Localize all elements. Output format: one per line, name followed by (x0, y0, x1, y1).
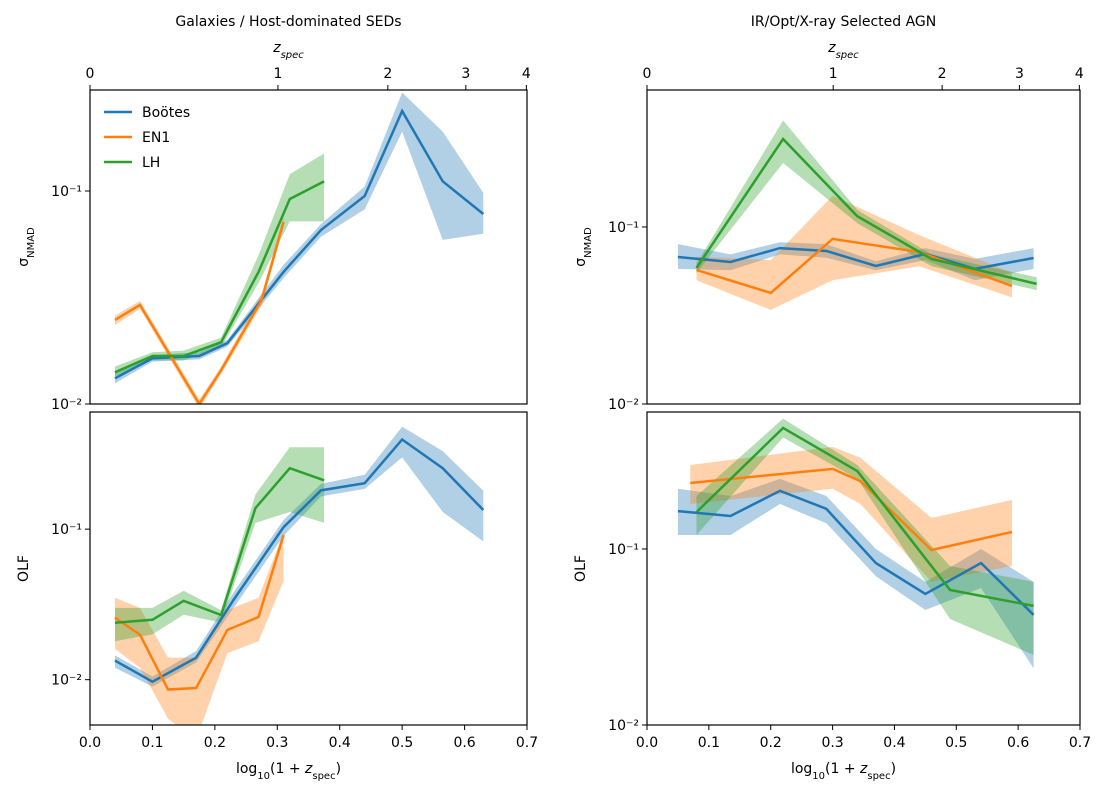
error-band (696, 120, 1037, 291)
axis-label-part: OLF (16, 555, 32, 582)
x-tick-label: 0.5 (945, 735, 967, 751)
axis-label-part: ) (336, 761, 341, 777)
axis-label: OLF (16, 555, 32, 582)
series-line (114, 180, 325, 374)
x-tick-label: 0.4 (329, 735, 351, 751)
y-tick-label: 10⁻¹ (51, 184, 82, 200)
axis-label-part: (1 + (825, 761, 860, 777)
y-tick-label: 10⁻² (51, 673, 82, 689)
y-tick-label: 10⁻² (608, 718, 639, 734)
plot-area (114, 426, 485, 725)
y-tick-label: 10⁻¹ (51, 522, 82, 538)
axis-label-part: spec (281, 50, 305, 61)
x-tick-label: 0.6 (1007, 735, 1029, 751)
axis-label: zspec (827, 40, 859, 61)
axis-label-part: σ (573, 258, 589, 267)
x-tick-label: 0.3 (821, 735, 843, 751)
axes-frame (646, 411, 1081, 726)
series-line (695, 137, 1037, 286)
axis-label-part: z (827, 40, 836, 56)
y-tick-label: 10⁻² (51, 397, 82, 413)
axes-frame (89, 411, 528, 726)
axis-label: zspec (272, 40, 304, 61)
top-tick-label: 2 (383, 66, 392, 82)
x-tick-label: 0.1 (141, 735, 163, 751)
y-tick-label: 10⁻² (608, 397, 639, 413)
top-tick-label: 4 (1075, 66, 1084, 82)
series-line (114, 437, 485, 684)
axes-frame (89, 89, 528, 405)
axis-label: log10(1 + zspec) (791, 761, 896, 781)
legend-label: LH (142, 155, 160, 171)
plot-area (114, 92, 485, 404)
top-tick-label: 3 (461, 66, 470, 82)
axis-label-part: spec (312, 771, 335, 782)
series-line (677, 489, 1035, 616)
error-band (114, 532, 284, 725)
top-tick-label: 1 (829, 66, 838, 82)
error-band (114, 447, 325, 642)
x-tick-label: 0.3 (266, 735, 288, 751)
axis-label-part: (1 + (270, 761, 305, 777)
axis-label-part: OLF (573, 555, 589, 582)
axis-label: OLF (573, 555, 589, 582)
top-tick-label: 2 (938, 66, 947, 82)
x-tick-label: 0.6 (453, 735, 475, 751)
top-tick-label: 4 (522, 66, 531, 82)
panel-title: IR/Opt/X-ray Selected AGN (751, 14, 937, 30)
axis-label-part: NMAD (583, 227, 594, 258)
plot-area (677, 418, 1035, 669)
y-tick-label: 10⁻¹ (608, 542, 639, 558)
axis-label-part: log (791, 761, 812, 777)
error-band (114, 216, 284, 404)
error-band (114, 153, 325, 377)
panel-title: Galaxies / Host-dominated SEDs (175, 14, 401, 30)
top-tick-label: 3 (1015, 66, 1024, 82)
axis-label-part: 10 (812, 771, 825, 782)
series-line (114, 466, 325, 624)
error-band (690, 446, 1012, 582)
axis-label-part: log (236, 761, 257, 777)
x-tick-label: 0.1 (698, 735, 720, 751)
series-line (114, 534, 285, 691)
axes-frame (646, 89, 1081, 405)
axis-label-part: z (304, 761, 313, 777)
axis-label-part: σ (16, 258, 32, 267)
y-tick-label: 10⁻¹ (608, 220, 639, 236)
top-tick-label: 1 (273, 66, 282, 82)
series-line (690, 467, 1013, 552)
x-tick-label: 0.4 (883, 735, 905, 751)
axis-label-part: ) (891, 761, 896, 777)
x-tick-label: 0.2 (204, 735, 226, 751)
legend-label: EN1 (142, 130, 170, 146)
axis-label: σNMAD (16, 227, 37, 267)
axis-label: σNMAD (573, 227, 594, 267)
x-tick-label: 0.5 (391, 735, 413, 751)
axis-label-part: NMAD (26, 227, 37, 258)
top-tick-label: 0 (643, 66, 652, 82)
error-band (696, 195, 1012, 310)
top-tick-label: 0 (86, 66, 95, 82)
axis-label-part: 10 (257, 771, 270, 782)
x-tick-label: 0.0 (636, 735, 658, 751)
axis-label-part: spec (836, 50, 860, 61)
axis-label-part: spec (867, 771, 890, 782)
series-line (695, 426, 1034, 608)
x-tick-label: 0.7 (1069, 735, 1091, 751)
x-tick-label: 0.0 (79, 735, 101, 751)
axis-label: log10(1 + zspec) (236, 761, 341, 781)
axis-label-part: z (859, 761, 868, 777)
x-tick-label: 0.2 (760, 735, 782, 751)
x-tick-label: 0.7 (516, 735, 538, 751)
error-band (696, 418, 1034, 655)
legend-label: Boötes (142, 105, 190, 121)
series-line (114, 221, 285, 404)
plot-area (677, 120, 1037, 310)
axis-label-part: z (272, 40, 281, 56)
